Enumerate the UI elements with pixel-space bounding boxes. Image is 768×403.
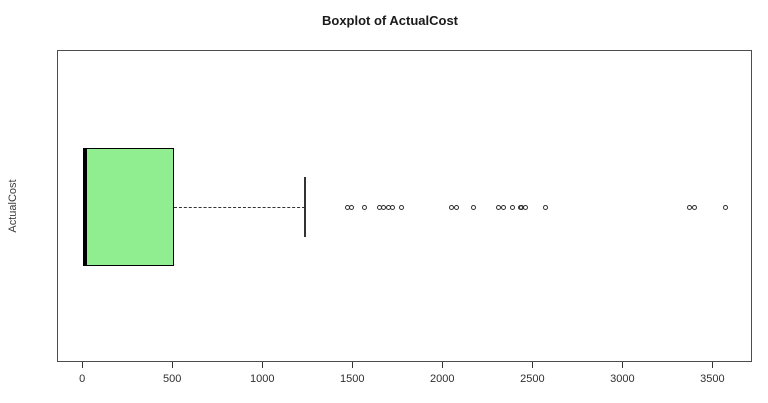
x-axis-tick-label: 3500: [700, 373, 725, 385]
outlier-point: [471, 204, 477, 210]
iqr-box: [83, 148, 175, 266]
outlier-point: [522, 204, 528, 210]
plot-area: [57, 50, 752, 362]
x-axis-tick-label: 3000: [610, 373, 635, 385]
outlier-point: [723, 204, 729, 210]
median-line: [84, 148, 88, 266]
outlier-point: [495, 204, 501, 210]
x-axis-tick-label: 2500: [520, 373, 545, 385]
outlier-point: [510, 204, 516, 210]
outlier-point: [543, 204, 549, 210]
upper-whisker-cap: [303, 177, 306, 237]
x-axis-tick-label: 500: [163, 373, 182, 385]
outlier-point: [501, 204, 507, 210]
x-axis-tick-label: 1500: [340, 373, 365, 385]
x-axis-tick: [171, 362, 173, 368]
x-axis-tick: [81, 362, 83, 368]
outlier-point: [691, 204, 697, 210]
outlier-point: [390, 204, 396, 210]
x-axis-tick: [351, 362, 353, 368]
outlier-point: [348, 204, 354, 210]
x-axis: 0 500 1000 1500 2000 2500 3000 3500: [57, 362, 752, 398]
y-axis-label: ActualCost: [7, 179, 19, 233]
x-axis-tick-label: 1000: [250, 373, 275, 385]
x-axis-tick: [261, 362, 263, 368]
x-axis-tick: [711, 362, 713, 368]
chart-title: Boxplot of ActualCost: [321, 13, 459, 28]
outlier-point: [454, 204, 460, 210]
outlier-point: [362, 204, 368, 210]
x-axis-tick-label: 2000: [430, 373, 455, 385]
outlier-point: [448, 204, 454, 210]
upper-whisker-line: [174, 206, 305, 208]
outlier-point: [399, 204, 405, 210]
x-axis-tick: [621, 362, 623, 368]
x-axis-tick: [441, 362, 443, 368]
x-axis-tick: [531, 362, 533, 368]
x-axis-tick-label: 0: [79, 373, 86, 385]
